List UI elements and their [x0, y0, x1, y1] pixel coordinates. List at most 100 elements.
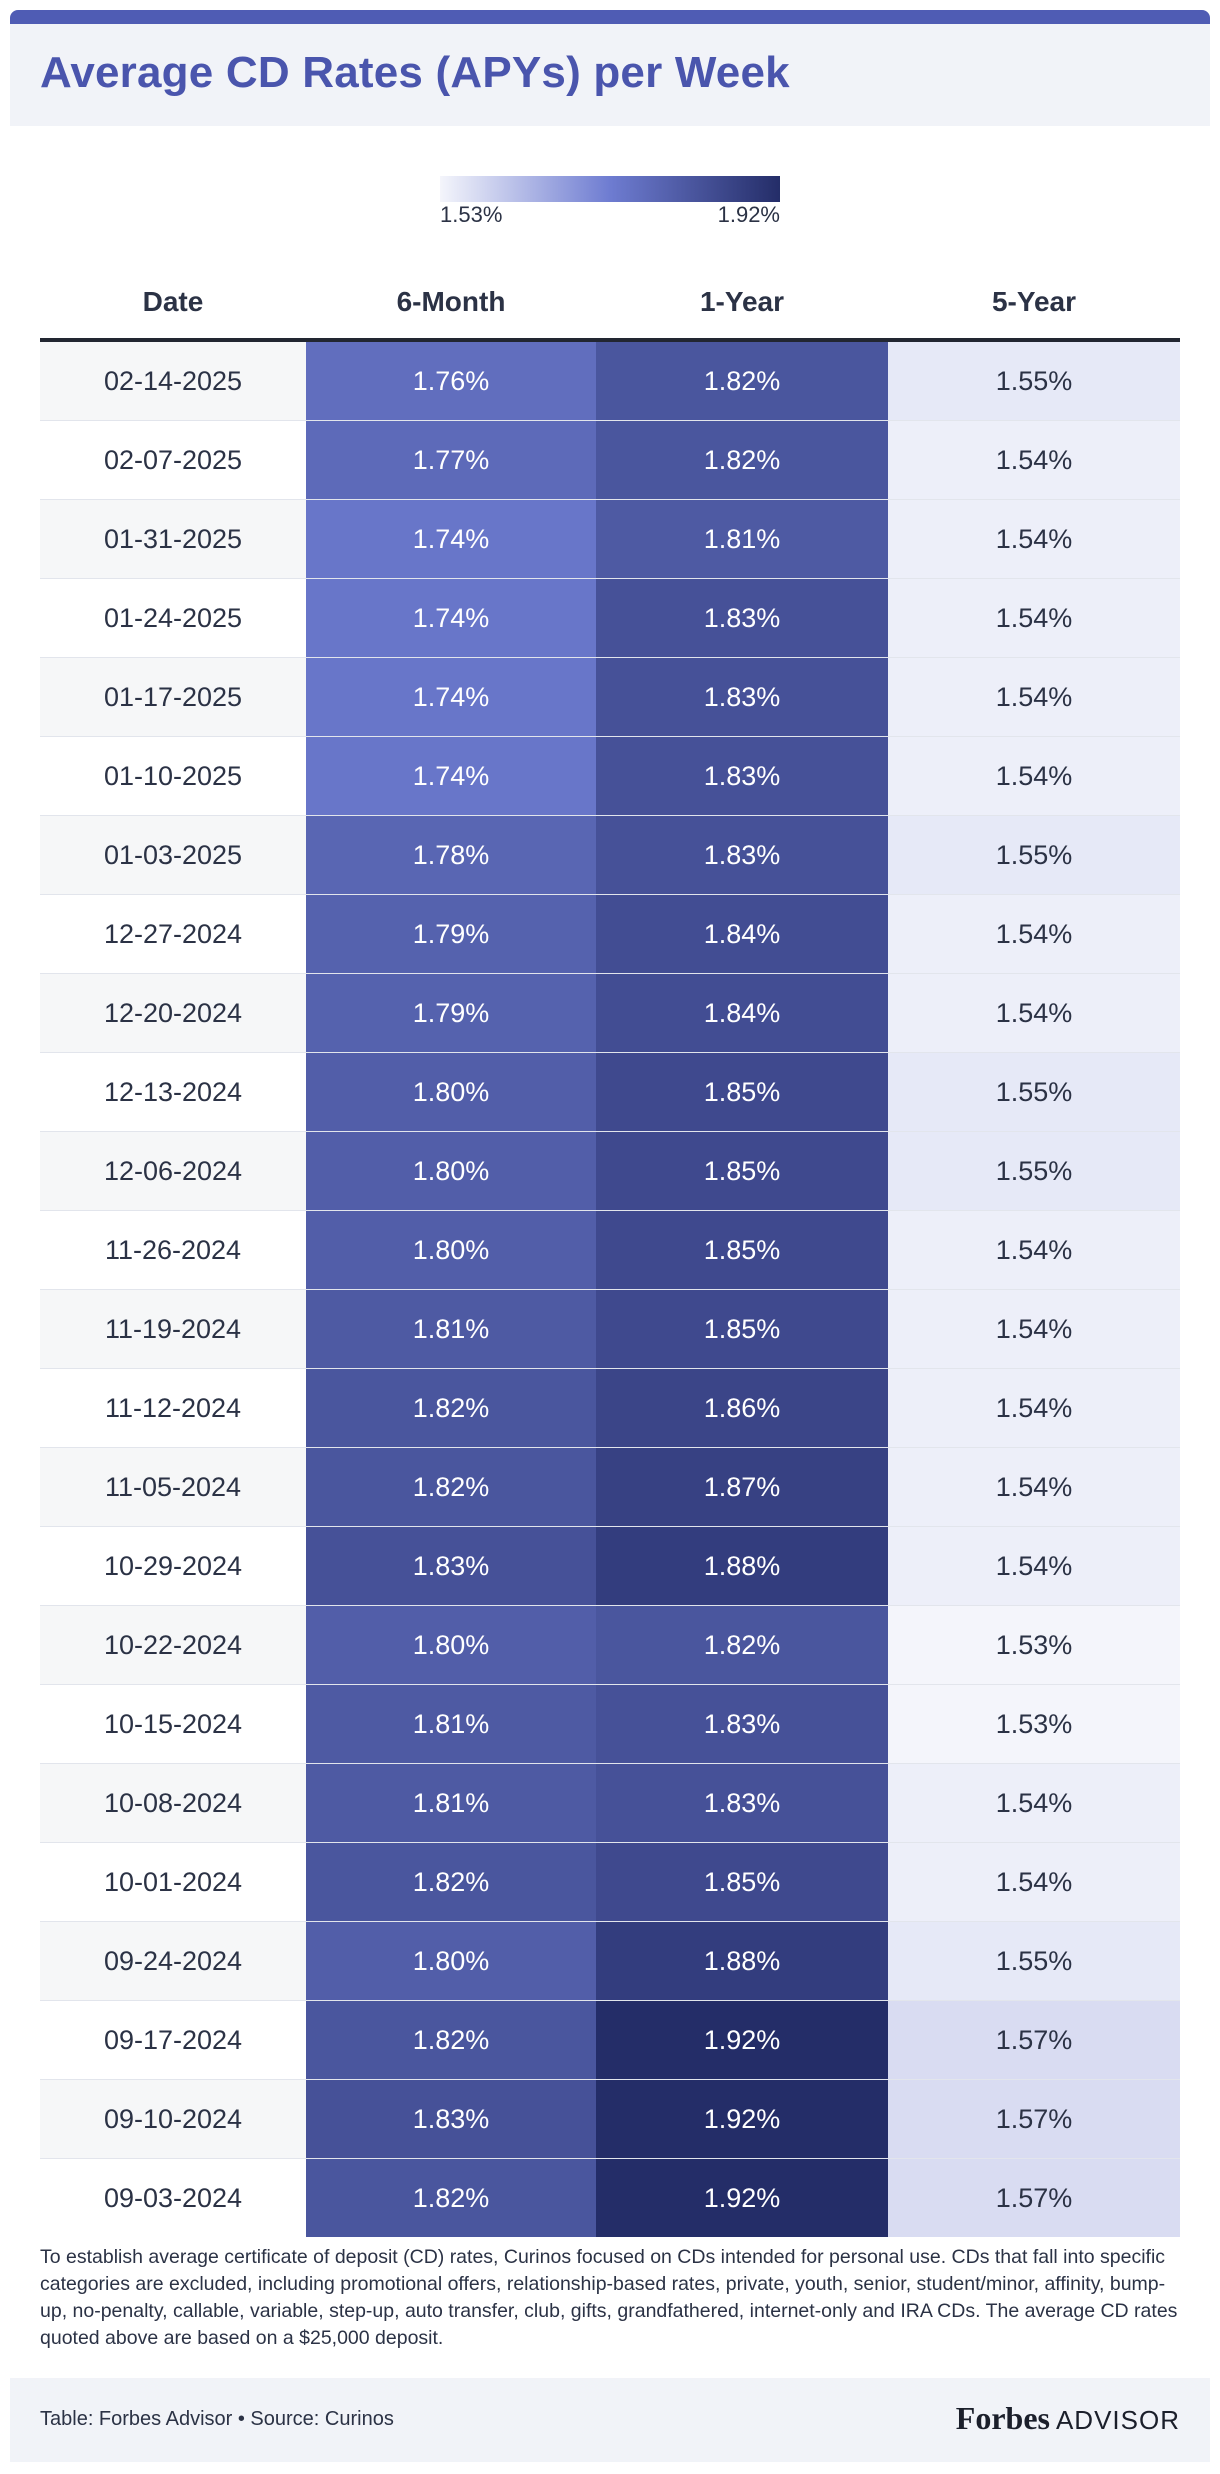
cell-6-month: 1.76% [306, 342, 596, 420]
cell-date: 01-03-2025 [40, 816, 306, 894]
table-row: 11-05-2024 1.82% 1.87% 1.54% [40, 1448, 1180, 1527]
cell-5-year: 1.55% [888, 1922, 1180, 2000]
cell-1-year: 1.88% [596, 1922, 888, 2000]
cell-1-year: 1.86% [596, 1369, 888, 1447]
chart-title: Average CD Rates (APYs) per Week [40, 48, 790, 97]
title-panel: Average CD Rates (APYs) per Week [10, 24, 1210, 126]
forbes-advisor-logo: Forbes ADVISOR [956, 2400, 1180, 2437]
table-row: 11-19-2024 1.81% 1.85% 1.54% [40, 1290, 1180, 1369]
logo-advisor-text: ADVISOR [1055, 2405, 1180, 2435]
cell-5-year: 1.57% [888, 2159, 1180, 2237]
table-row: 11-12-2024 1.82% 1.86% 1.54% [40, 1369, 1180, 1448]
cell-5-year: 1.55% [888, 1132, 1180, 1210]
color-scale-gradient [440, 176, 780, 202]
cell-date: 11-12-2024 [104, 1393, 242, 1423]
cell-1-year: 1.85% [596, 1132, 888, 1210]
cell-date: 09-17-2024 [103, 2025, 243, 2055]
column-header-date: Date [142, 286, 204, 317]
cell-5-year: 1.54% [888, 1527, 1180, 1605]
cell-5-year: 1.54% [888, 895, 1180, 973]
cell-date: 12-13-2024 [103, 1077, 243, 1107]
cell-6-month: 1.77% [306, 421, 596, 499]
table-row: 10-22-2024 1.80% 1.82% 1.53% [40, 1606, 1180, 1685]
cell-6-month: 1.80% [306, 1211, 596, 1289]
cell-5-year: 1.54% [888, 737, 1180, 815]
cell-date: 02-14-2025 [40, 342, 306, 420]
table-row: 11-26-2024 1.80% 1.85% 1.54% [40, 1211, 1180, 1290]
cell-1-year: 1.92% [596, 2001, 888, 2079]
table-row: 09-24-2024 1.80% 1.88% 1.55% [40, 1922, 1180, 2001]
cell-5-year: 1.54% [888, 421, 1180, 499]
cell-1-year: 1.92% [596, 2159, 888, 2237]
cell-6-month: 1.79% [306, 974, 596, 1052]
cell-1-year: 1.82% [596, 342, 888, 420]
cell-1-year: 1.83% [596, 579, 888, 657]
cell-1-year: 1.82% [596, 421, 888, 499]
cell-5-year: 1.54% [888, 1764, 1180, 1842]
cell-6-month: 1.81% [306, 1685, 596, 1763]
cell-1-year: 1.85% [596, 1843, 888, 1921]
cell-6-month: 1.74% [306, 579, 596, 657]
table-row: 09-03-2024 1.82% 1.92% 1.57% [40, 2159, 1180, 2237]
cell-6-month: 1.80% [306, 1606, 596, 1684]
cell-5-year: 1.55% [888, 1053, 1180, 1131]
cell-6-month: 1.80% [306, 1132, 596, 1210]
table-row: 01-17-2025 1.74% 1.83% 1.54% [40, 658, 1180, 737]
cell-1-year: 1.83% [596, 658, 888, 736]
table-row: 12-13-2024 1.80% 1.85% 1.55% [40, 1053, 1180, 1132]
cell-date: 10-08-2024 [40, 1764, 306, 1842]
cell-1-year: 1.87% [596, 1448, 888, 1526]
header-accent-bar [10, 10, 1210, 26]
cell-6-month: 1.81% [306, 1764, 596, 1842]
column-header-1-year: 1-Year [699, 286, 785, 317]
legend-min-label: 1.53% [440, 202, 503, 227]
table-row: 02-07-2025 1.77% 1.82% 1.54% [40, 421, 1180, 500]
cell-6-month: 1.78% [306, 816, 596, 894]
cell-5-year: 1.55% [888, 342, 1180, 420]
table-row: 10-29-2024 1.83% 1.88% 1.54% [40, 1527, 1180, 1606]
cell-6-month: 1.79% [306, 895, 596, 973]
table-row: 10-15-2024 1.81% 1.83% 1.53% [40, 1685, 1180, 1764]
cell-5-year: 1.54% [888, 1448, 1180, 1526]
cell-1-year: 1.85% [596, 1053, 888, 1131]
table-row: 01-31-2025 1.74% 1.81% 1.54% [40, 500, 1180, 579]
cell-5-year: 1.57% [888, 2080, 1180, 2158]
legend-max-label: 1.92% [717, 202, 780, 227]
source-credit: Table: Forbes Advisor • Source: Curinos [40, 2408, 394, 2430]
cell-6-month: 1.80% [306, 1922, 596, 2000]
cell-5-year: 1.57% [888, 2001, 1180, 2079]
cell-6-month: 1.82% [306, 1369, 596, 1447]
cell-date: 11-26-2024 [104, 1235, 242, 1265]
table-row: 01-10-2025 1.74% 1.83% 1.54% [40, 737, 1180, 816]
table-row: 01-03-2025 1.78% 1.83% 1.55% [40, 816, 1180, 895]
cell-5-year: 1.54% [888, 1290, 1180, 1368]
logo-forbes-text: Forbes [955, 2400, 1050, 2436]
table-row: 02-14-2025 1.76% 1.82% 1.55% [40, 342, 1180, 421]
cell-date: 10-15-2024 [103, 1709, 243, 1739]
cell-date: 10-22-2024 [40, 1606, 306, 1684]
color-scale-legend: 1.53% 1.92% [440, 176, 780, 236]
cell-5-year: 1.54% [888, 658, 1180, 736]
table-row: 10-01-2024 1.82% 1.85% 1.54% [40, 1843, 1180, 1922]
cell-1-year: 1.81% [596, 500, 888, 578]
cell-date: 12-20-2024 [40, 974, 306, 1052]
cell-1-year: 1.85% [596, 1211, 888, 1289]
table-body: 02-14-2025 1.76% 1.82% 1.55% 02-07-2025 1.77%… [40, 342, 1180, 2237]
cell-6-month: 1.83% [306, 1527, 596, 1605]
methodology-footnote: To establish average certificate of depo… [40, 2246, 1178, 2349]
table-row: 01-24-2025 1.74% 1.83% 1.54% [40, 579, 1180, 658]
cell-1-year: 1.84% [596, 895, 888, 973]
cell-date: 09-10-2024 [40, 2080, 306, 2158]
cell-5-year: 1.54% [888, 579, 1180, 657]
cell-date: 01-31-2025 [40, 500, 306, 578]
cell-6-month: 1.82% [306, 2159, 596, 2237]
table-row: 10-08-2024 1.81% 1.83% 1.54% [40, 1764, 1180, 1843]
table-row: 12-06-2024 1.80% 1.85% 1.55% [40, 1132, 1180, 1211]
cell-1-year: 1.83% [596, 816, 888, 894]
cell-1-year: 1.83% [596, 1764, 888, 1842]
cell-5-year: 1.54% [888, 974, 1180, 1052]
cell-1-year: 1.82% [596, 1606, 888, 1684]
table-header: Date 6-Month 1-Year 5-Year [40, 270, 1180, 342]
footer: Table: Forbes Advisor • Source: Curinos … [10, 2378, 1210, 2462]
cell-6-month: 1.81% [306, 1290, 596, 1368]
